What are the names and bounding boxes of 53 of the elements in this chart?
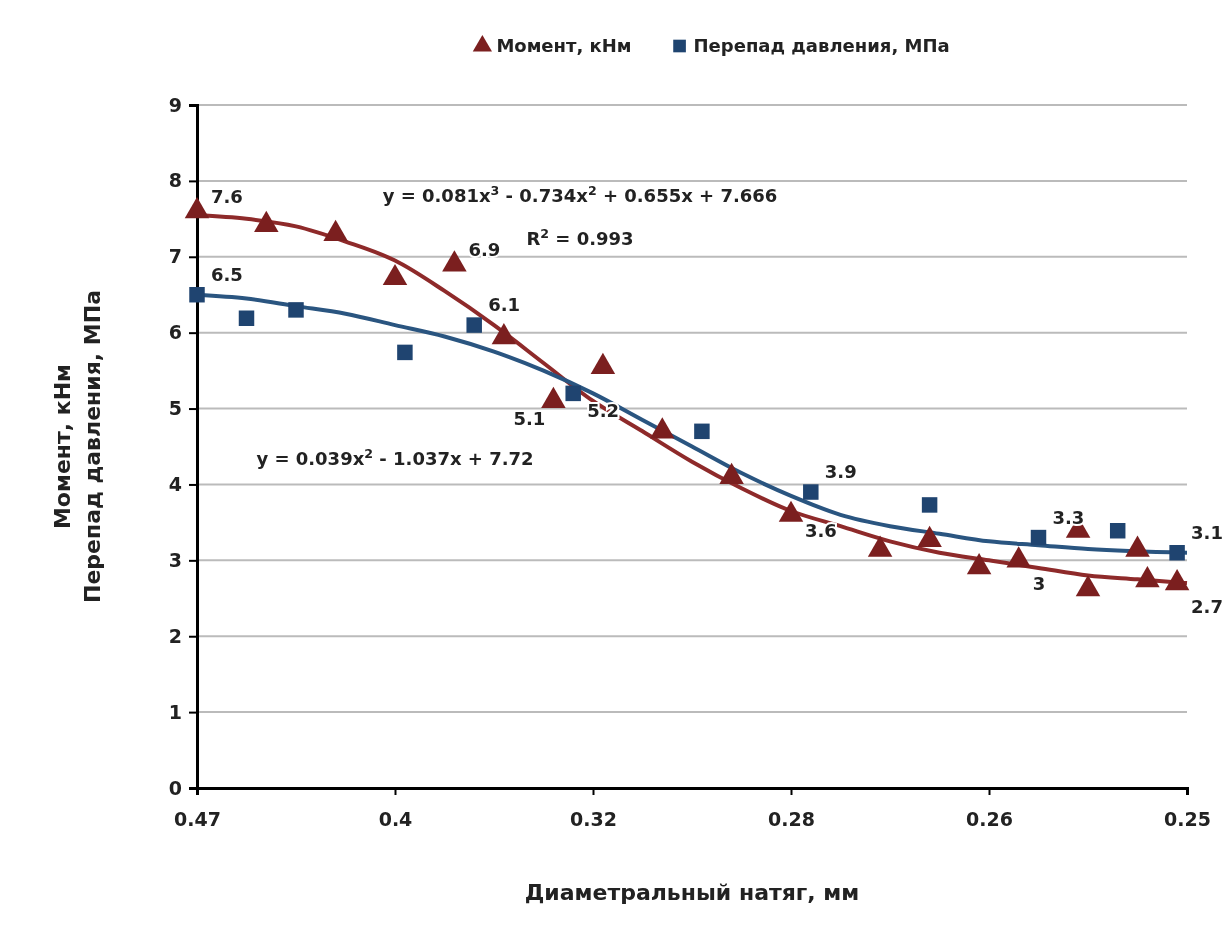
point bbox=[650, 417, 675, 439]
data-label: 3.3 bbox=[1052, 506, 1085, 528]
point bbox=[778, 500, 804, 522]
data-label: 6.9 bbox=[468, 239, 501, 261]
point bbox=[917, 525, 942, 547]
point bbox=[1075, 575, 1101, 597]
y-tick-label: 1 bbox=[168, 700, 182, 723]
point bbox=[1125, 535, 1150, 557]
annotation: y = 0.081x$^{3}$ - 0.734x$^{2}$ + 0.655x + 7.666 bbox=[382, 182, 778, 206]
x-tick-label: 0.4 bbox=[378, 808, 413, 830]
point bbox=[719, 462, 744, 484]
x-tick-label: 0.32 bbox=[570, 808, 617, 830]
x-tick-label: 0.47 bbox=[174, 808, 221, 830]
point bbox=[966, 553, 992, 575]
point bbox=[1135, 565, 1160, 588]
x-tick-label: 0.26 bbox=[966, 808, 1013, 830]
data-label: 7.6 bbox=[211, 186, 243, 208]
data-label: 5.1 bbox=[513, 407, 546, 429]
y-tick-label: 6 bbox=[168, 321, 182, 344]
point bbox=[1164, 568, 1190, 591]
point bbox=[184, 197, 210, 219]
legend-label: Момент, кНм bbox=[496, 35, 632, 56]
y-tick-label: 9 bbox=[168, 93, 182, 116]
y-axis-title: Момент, кНм Перепад давления, МПа bbox=[50, 290, 105, 603]
x-tick-label: 0.28 bbox=[768, 808, 815, 830]
point bbox=[1006, 546, 1031, 568]
point bbox=[590, 352, 616, 374]
y-tick-label: 7 bbox=[168, 245, 182, 268]
y-tick-label: 2 bbox=[168, 624, 182, 647]
x-tick-label: 0.25 bbox=[1164, 808, 1211, 830]
data-label: 6.5 bbox=[211, 263, 243, 285]
point bbox=[382, 263, 408, 286]
data-label: 3.6 bbox=[805, 519, 837, 541]
y-tick-label: 3 bbox=[168, 548, 182, 571]
data-label: 2.7 bbox=[1191, 596, 1222, 618]
y-tick-label: 4 bbox=[168, 473, 182, 496]
data-label: 6.1 bbox=[488, 294, 521, 316]
point bbox=[254, 210, 279, 232]
annotation: R$^{2}$ = 0.993 bbox=[526, 225, 634, 249]
data-label: 3.9 bbox=[824, 461, 857, 483]
data-label: 3.1 bbox=[1191, 521, 1222, 543]
y-tick-label: 5 bbox=[168, 397, 182, 420]
point bbox=[541, 386, 566, 409]
point bbox=[491, 323, 517, 345]
point bbox=[442, 250, 467, 272]
y-tick-label: 0 bbox=[168, 776, 182, 799]
point bbox=[323, 219, 348, 242]
legend-label: Перепад давления, МПа bbox=[693, 35, 950, 56]
y-tick-label: 8 bbox=[168, 169, 182, 192]
data-label: 3 bbox=[1032, 573, 1046, 595]
x-axis-title: Диаметральный натяг, мм bbox=[524, 880, 860, 905]
point bbox=[867, 535, 893, 557]
annotation: y = 0.039x$^{2}$ - 1.037x + 7.72 bbox=[256, 445, 534, 469]
